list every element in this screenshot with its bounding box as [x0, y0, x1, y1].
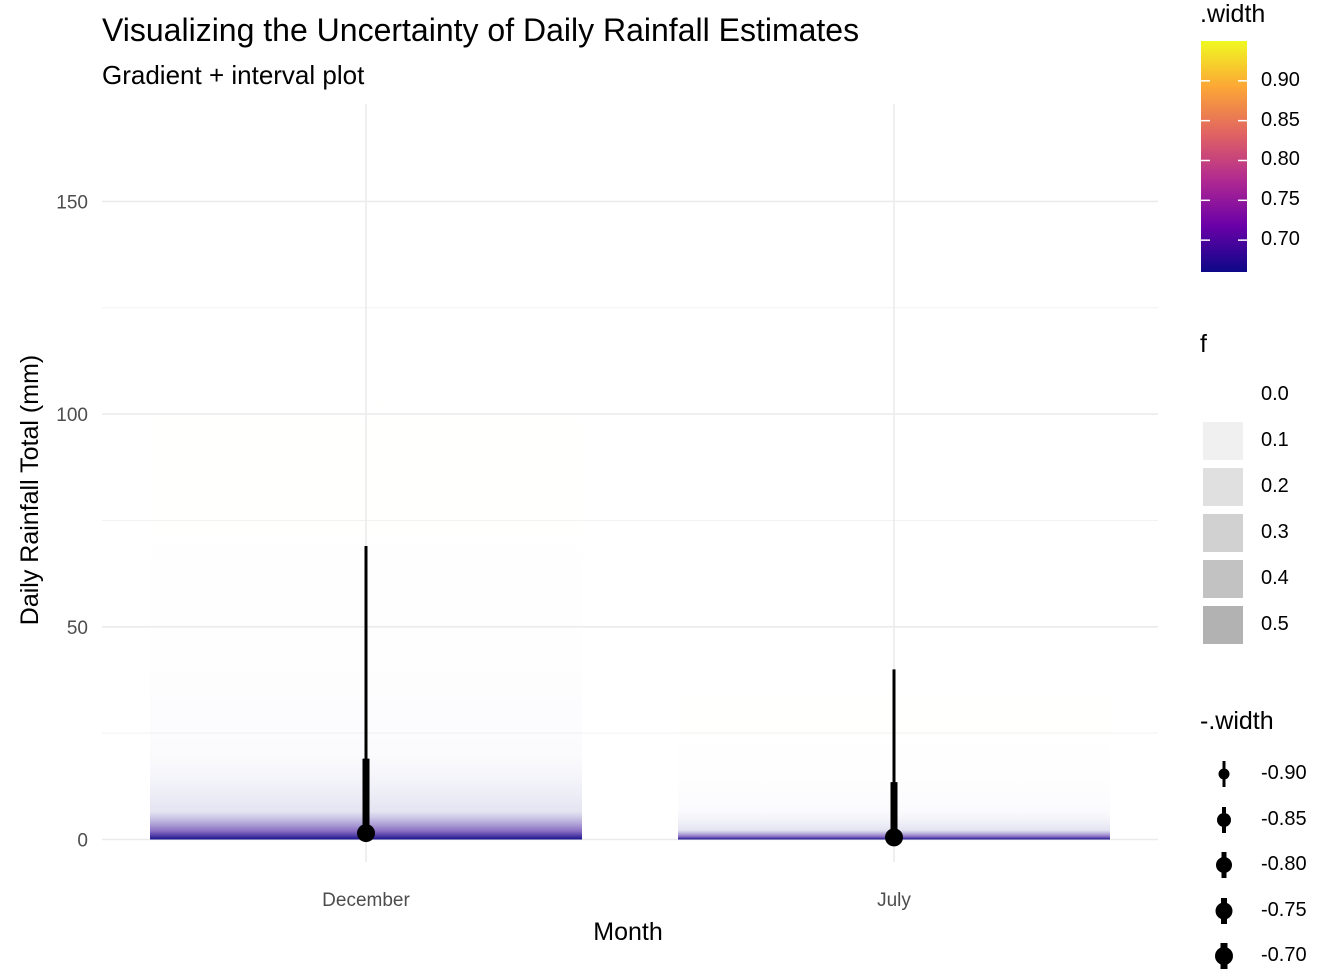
x-axis-title: Month — [593, 918, 662, 946]
negwidth-legend-key — [1218, 761, 1230, 787]
y-tick-label: 0 — [77, 831, 88, 852]
point-estimate — [885, 828, 903, 847]
negwidth-legend-label: -0.80 — [1261, 853, 1307, 875]
point-estimate — [357, 824, 375, 843]
negwidth-legend-key — [1217, 806, 1231, 833]
f-legend-label: 0.4 — [1261, 567, 1289, 589]
negwidth-legend-key — [1215, 943, 1233, 969]
y-tick-label: 100 — [56, 405, 88, 426]
colorbar-label: 0.85 — [1261, 108, 1300, 131]
f-legend-key — [1203, 422, 1243, 460]
f-legend-key — [1203, 560, 1243, 598]
f-legend-label: 0.2 — [1261, 475, 1289, 497]
negwidth-legend-key — [1215, 897, 1233, 924]
f-legend-key — [1203, 468, 1243, 506]
f-legend-label: 0.3 — [1261, 521, 1289, 543]
negwidth-legend-key — [1216, 852, 1232, 878]
chart-title: Visualizing the Uncertainty of Daily Rai… — [102, 12, 860, 48]
legend-f-title: f — [1200, 330, 1207, 358]
f-legend-key — [1203, 514, 1243, 552]
x-tick-label: December — [322, 890, 410, 911]
f-legend-key — [1203, 376, 1243, 414]
negwidth-legend-label: -0.75 — [1261, 898, 1307, 921]
colorbar-label: 0.70 — [1261, 228, 1300, 251]
y-tick-label: 50 — [67, 618, 88, 639]
gradient-layer — [150, 137, 1110, 840]
f-legend-label: 0.1 — [1261, 429, 1289, 451]
interval-layer — [357, 545, 903, 847]
negwidth-legend-label: -0.90 — [1261, 762, 1307, 784]
colorbar-label: 0.80 — [1261, 148, 1300, 171]
y-tick-label: 150 — [56, 192, 88, 213]
chart-subtitle: Gradient + interval plot — [102, 60, 365, 90]
y-axis-title: Daily Rainfall Total (mm) — [16, 355, 44, 625]
negwidth-legend-label: -0.85 — [1261, 807, 1307, 830]
tick-layer: 0 50 100 150 December July — [56, 192, 911, 911]
negwidth-legend-label: -0.70 — [1261, 944, 1307, 966]
colorbar-label: 0.75 — [1261, 188, 1300, 211]
f-legend-label: 0.5 — [1261, 613, 1289, 635]
legend-width-title: .width — [1200, 0, 1266, 28]
colorbar-label: 0.90 — [1261, 68, 1300, 91]
legend-negwidth-title: -.width — [1200, 707, 1274, 735]
legend-colorbar — [1201, 41, 1247, 272]
x-tick-label: July — [877, 890, 911, 911]
f-legend-key — [1203, 606, 1243, 644]
f-legend-label: 0.0 — [1261, 383, 1289, 405]
